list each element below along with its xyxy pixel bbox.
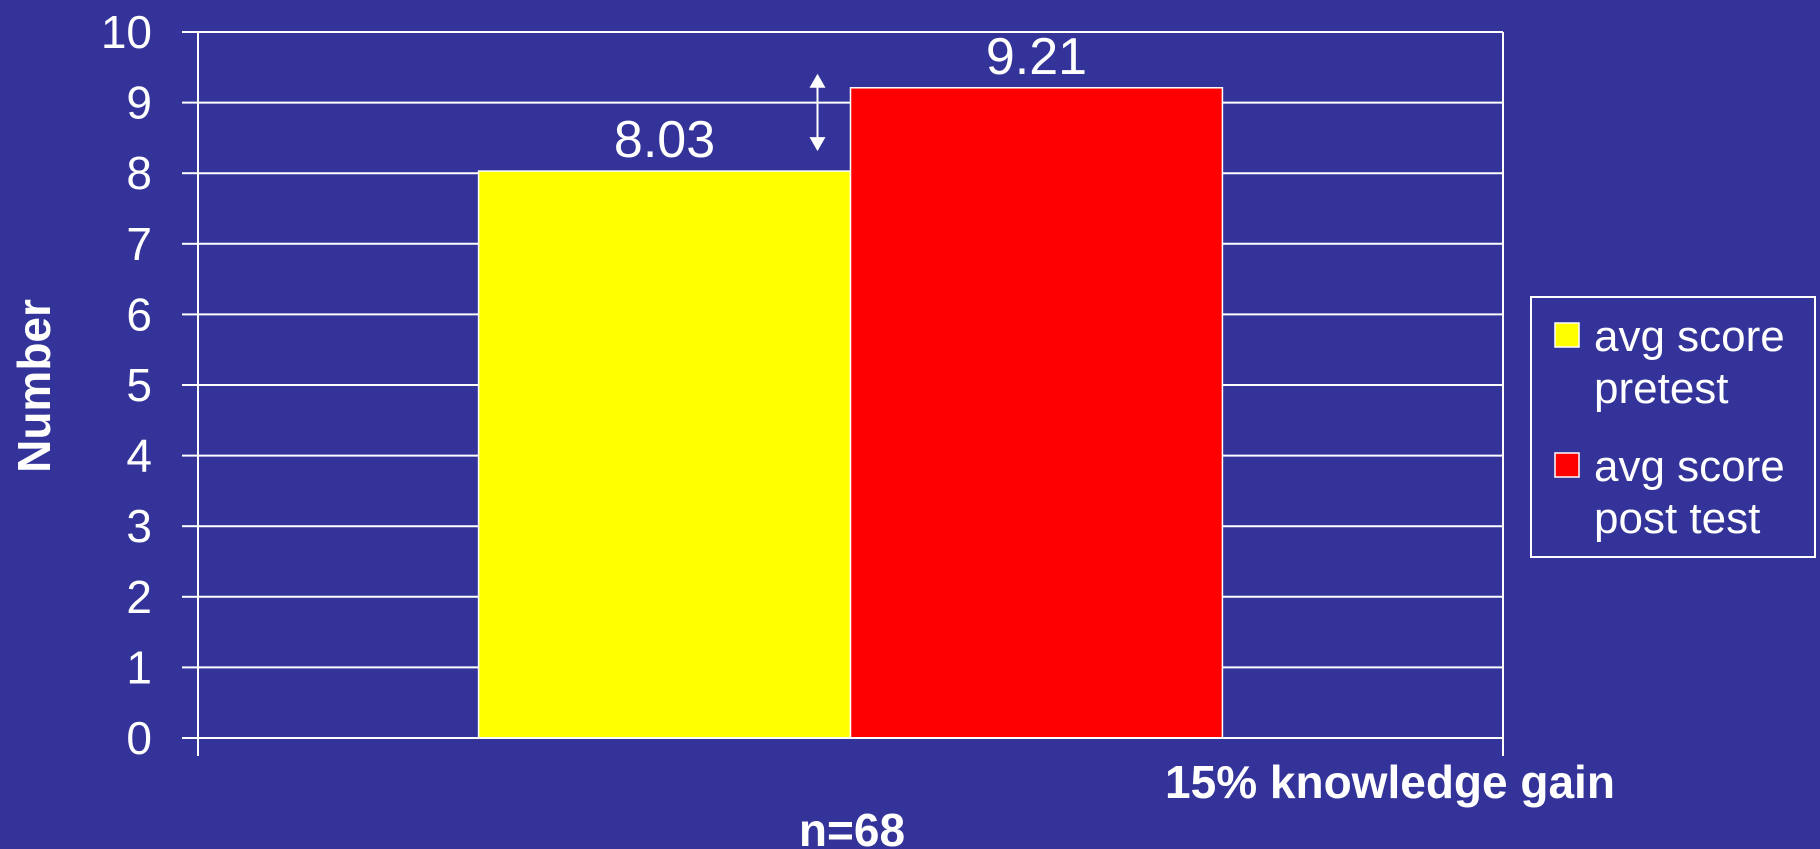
bar-avg-score-pretest xyxy=(477,170,852,739)
x-axis-title: n=68 xyxy=(799,804,905,849)
difference-arrow-icon xyxy=(809,73,826,152)
legend-box xyxy=(1530,296,1816,558)
y-tick-label-1: 1 xyxy=(126,641,152,693)
y-tick-label-3: 3 xyxy=(126,500,152,552)
y-axis-ticks: 0 1 2 3 4 5 6 7 8 9 10 xyxy=(101,6,198,764)
y-tick-label-9: 9 xyxy=(126,77,152,129)
y-tick-label-8: 8 xyxy=(126,147,152,199)
y-tick-label-0: 0 xyxy=(126,712,152,764)
legend-swatch-avg-score-pretest xyxy=(1554,322,1580,348)
legend-label-avg-score-pretest-line-2: pretest xyxy=(1594,364,1729,413)
y-tick-label-2: 2 xyxy=(126,571,152,623)
legend-label-avg-score-post-test-line-2: post test xyxy=(1594,494,1760,543)
data-label-avg-score-post-test: 9.21 xyxy=(986,28,1087,86)
y-axis-title: Number xyxy=(8,299,60,473)
legend-swatch-avg-score-post-test xyxy=(1554,452,1580,478)
knowledge-gain-annotation: 15% knowledge gain xyxy=(1165,756,1615,808)
data-labels: 8.03 9.21 xyxy=(614,28,1087,169)
bar-avg-score-post-test xyxy=(849,87,1224,739)
bars xyxy=(477,87,1224,739)
difference-arrow-head-down xyxy=(809,137,826,152)
y-tick-label-7: 7 xyxy=(126,218,152,270)
difference-arrow-head-up xyxy=(809,73,826,88)
legend-label-avg-score-pretest-line-1: avg score xyxy=(1594,312,1785,361)
y-tick-label-10: 10 xyxy=(101,6,152,58)
y-tick-label-6: 6 xyxy=(126,288,152,340)
y-tick-label-5: 5 xyxy=(126,359,152,411)
y-tick-label-4: 4 xyxy=(126,430,152,482)
legend-label-avg-score-post-test-line-1: avg score xyxy=(1594,442,1785,491)
data-label-avg-score-pretest: 8.03 xyxy=(614,111,715,169)
